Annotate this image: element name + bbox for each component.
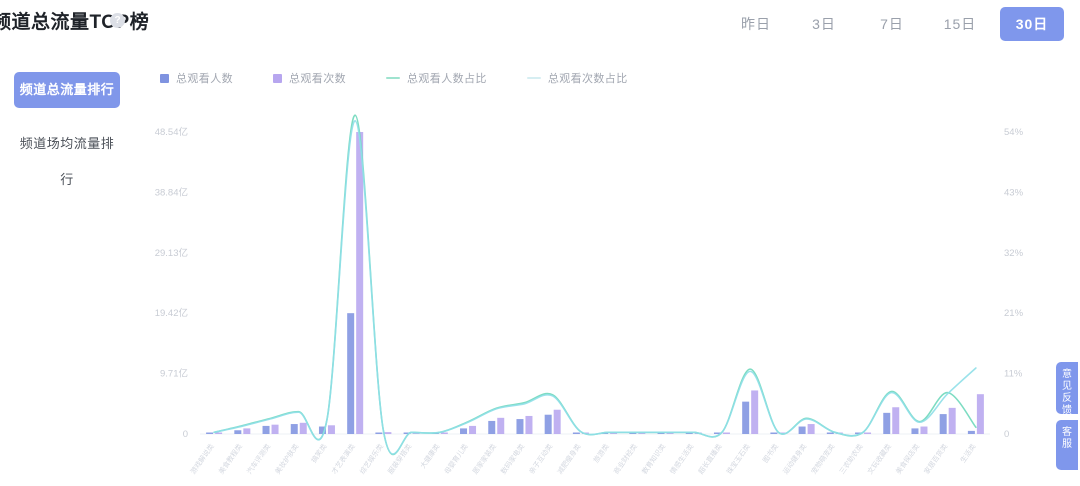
- legend-label: 总观看人数: [176, 73, 233, 85]
- legend-item-view-ratio[interactable]: 总观看次数占比: [526, 70, 628, 86]
- svg-text:21%: 21%: [1004, 308, 1024, 319]
- chart-container[interactable]: 0 9.71亿 19.42亿 29.13亿 38.84亿 48.54亿 0 11% 21% 32%…: [0, 110, 1080, 486]
- legend-line-cyan-icon: [526, 77, 541, 79]
- svg-text:32%: 32%: [1004, 248, 1024, 259]
- floating-side-tabs: 意见反馈 客服: [1056, 362, 1080, 476]
- chart-legend: 总观看人数 总观看次数 总观看人数占比 总观看次数占比: [160, 70, 668, 86]
- question-mark-icon[interactable]: ?: [110, 13, 125, 28]
- svg-text:38.84亿: 38.84亿: [155, 186, 188, 198]
- svg-text:超长直播类: 超长直播类: [696, 442, 723, 476]
- legend-item-total-views[interactable]: 总观看次数: [273, 70, 346, 86]
- svg-text:文玩收藏类: 文玩收藏类: [865, 442, 892, 476]
- svg-text:生活类: 生活类: [958, 442, 977, 464]
- svg-text:大健康类: 大健康类: [418, 442, 441, 470]
- legend-line-green-icon: [386, 77, 400, 79]
- legend-item-viewer-ratio[interactable]: 总观看人数占比: [386, 70, 487, 86]
- svg-text:珠宝玉石类: 珠宝玉石类: [724, 442, 751, 476]
- svg-text:游戏解说类: 游戏解说类: [188, 442, 215, 476]
- svg-text:美食教程类: 美食教程类: [217, 442, 244, 476]
- page-header: 频道总流量TOP榜 ? 昨日 3日 7日 15日 30日: [0, 0, 1080, 48]
- svg-text:汽车评测类: 汽车评测类: [245, 442, 272, 476]
- range-tab-15d[interactable]: 15日: [943, 16, 977, 32]
- legend-swatch-purple-icon: [273, 73, 282, 83]
- svg-text:家居百货类: 家居百货类: [922, 442, 949, 476]
- svg-text:居家家装类: 居家家装类: [470, 442, 497, 476]
- svg-text:0: 0: [1004, 429, 1009, 440]
- legend-item-total-viewers[interactable]: 总观看人数: [160, 70, 233, 86]
- svg-text:11%: 11%: [1004, 369, 1023, 380]
- svg-text:美食探店类: 美食探店类: [894, 442, 921, 476]
- svg-text:情感生活类: 情感生活类: [668, 442, 695, 476]
- svg-text:48.54亿: 48.54亿: [155, 126, 188, 138]
- svg-text:43%: 43%: [1004, 187, 1024, 198]
- svg-text:搞笑类: 搞笑类: [309, 442, 328, 464]
- svg-text:旅游类: 旅游类: [591, 442, 610, 464]
- svg-text:商业财经类: 商业财经类: [612, 442, 639, 476]
- page-title: 频道总流量TOP榜: [0, 12, 150, 33]
- svg-text:54%: 54%: [1004, 127, 1024, 138]
- svg-text:宠物萌宠类: 宠物萌宠类: [809, 442, 836, 476]
- range-tab-3d[interactable]: 3日: [812, 16, 836, 32]
- sidebar-item-total-traffic[interactable]: 频道总流量排行: [14, 72, 120, 108]
- range-tab-7d[interactable]: 7日: [880, 16, 904, 32]
- range-tab-30d[interactable]: 30日: [1000, 7, 1064, 41]
- legend-label: 总观看次数占比: [547, 73, 628, 85]
- date-range-tabs: 昨日 3日 7日 15日 30日: [722, 7, 1064, 41]
- sidebar-item-average-traffic[interactable]: 频道场均流量排行: [19, 136, 115, 187]
- svg-text:教育知识类: 教育知识类: [640, 442, 667, 476]
- svg-text:亲子互动类: 亲子互动类: [527, 442, 554, 476]
- svg-text:减肥瘦身类: 减肥瘦身类: [555, 442, 582, 476]
- svg-text:9.71亿: 9.71亿: [160, 368, 188, 380]
- svg-text:数码家电类: 数码家电类: [499, 442, 526, 476]
- support-tab[interactable]: 客服: [1056, 420, 1078, 470]
- svg-text:美妆护肤类: 美妆护肤类: [273, 442, 300, 476]
- legend-label: 总观看次数: [289, 73, 346, 85]
- svg-text:三农助农类: 三农助农类: [837, 442, 864, 476]
- sidebar: 频道总流量排行 频道场均流量排行: [0, 60, 140, 187]
- legend-swatch-blue-icon: [160, 73, 169, 83]
- svg-text:29.13亿: 29.13亿: [155, 247, 188, 259]
- svg-text:综艺娱乐类: 综艺娱乐类: [358, 442, 385, 476]
- svg-text:19.42亿: 19.42亿: [155, 307, 188, 319]
- svg-text:运动健身类: 运动健身类: [781, 442, 808, 476]
- feedback-tab[interactable]: 意见反馈: [1056, 362, 1078, 414]
- svg-text:才艺表演类: 才艺表演类: [329, 442, 356, 476]
- svg-text:图书类: 图书类: [761, 442, 780, 464]
- legend-label: 总观看人数占比: [407, 73, 487, 85]
- svg-text:母婴育儿类: 母婴育儿类: [442, 442, 469, 476]
- svg-text:0: 0: [183, 429, 188, 440]
- traffic-chart[interactable]: 0 9.71亿 19.42亿 29.13亿 38.84亿 48.54亿 0 11% 21% 32%…: [0, 110, 1080, 486]
- range-tab-yesterday[interactable]: 昨日: [741, 16, 771, 32]
